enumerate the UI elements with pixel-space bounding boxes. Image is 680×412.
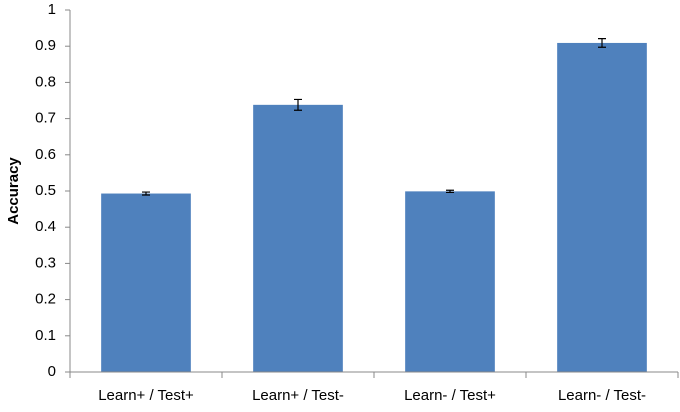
- y-tick-label: 0.9: [35, 37, 56, 54]
- x-tick-label: Learn- / Test-: [558, 387, 646, 404]
- y-tick-label: 0.4: [35, 218, 56, 235]
- error-bar: [142, 191, 150, 196]
- x-tick-label: Learn- / Test+: [404, 387, 496, 404]
- y-tick-label: 0: [48, 363, 56, 380]
- bar: [557, 42, 647, 372]
- error-bar: [598, 37, 606, 48]
- bar: [101, 193, 191, 372]
- bar: [405, 191, 495, 372]
- y-tick-label: 0.7: [35, 110, 56, 127]
- y-tick-label: 0.8: [35, 73, 56, 90]
- x-tick-label: Learn+ / Test-: [252, 387, 344, 404]
- y-tick-label: 0.1: [35, 327, 56, 344]
- error-bar: [446, 189, 454, 194]
- y-tick-label: 1: [48, 1, 56, 18]
- error-bar: [294, 98, 302, 111]
- y-tick-label: 0.5: [35, 182, 56, 199]
- y-tick-label: 0.3: [35, 254, 56, 271]
- y-tick-label: 0.2: [35, 291, 56, 308]
- bar: [253, 104, 343, 373]
- x-tick-label: Learn+ / Test+: [98, 387, 194, 404]
- y-axis-label: Accuracy: [5, 157, 22, 225]
- y-tick-label: 0.6: [35, 146, 56, 163]
